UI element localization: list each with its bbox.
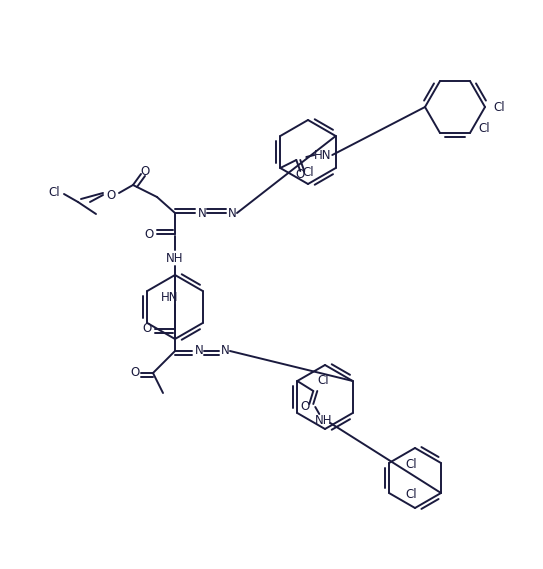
Text: O: O [130,366,140,380]
Text: Cl: Cl [48,185,60,199]
Text: O: O [141,164,150,178]
Text: NH: NH [166,251,184,265]
Text: O: O [295,167,305,180]
Text: O: O [106,188,116,201]
Text: Cl: Cl [478,122,490,135]
Text: O: O [142,323,151,336]
Text: N: N [198,207,206,220]
Text: HN: HN [313,149,331,162]
Text: Cl: Cl [405,489,416,501]
Text: Cl: Cl [317,374,329,387]
Text: HN: HN [161,291,179,303]
Text: Cl: Cl [405,459,416,472]
Text: Cl: Cl [302,166,314,179]
Text: O: O [144,228,154,241]
Text: N: N [194,344,204,357]
Text: O: O [301,401,310,414]
Text: N: N [228,207,236,220]
Text: Cl: Cl [493,101,504,113]
Text: NH: NH [314,414,332,427]
Text: N: N [220,344,229,357]
